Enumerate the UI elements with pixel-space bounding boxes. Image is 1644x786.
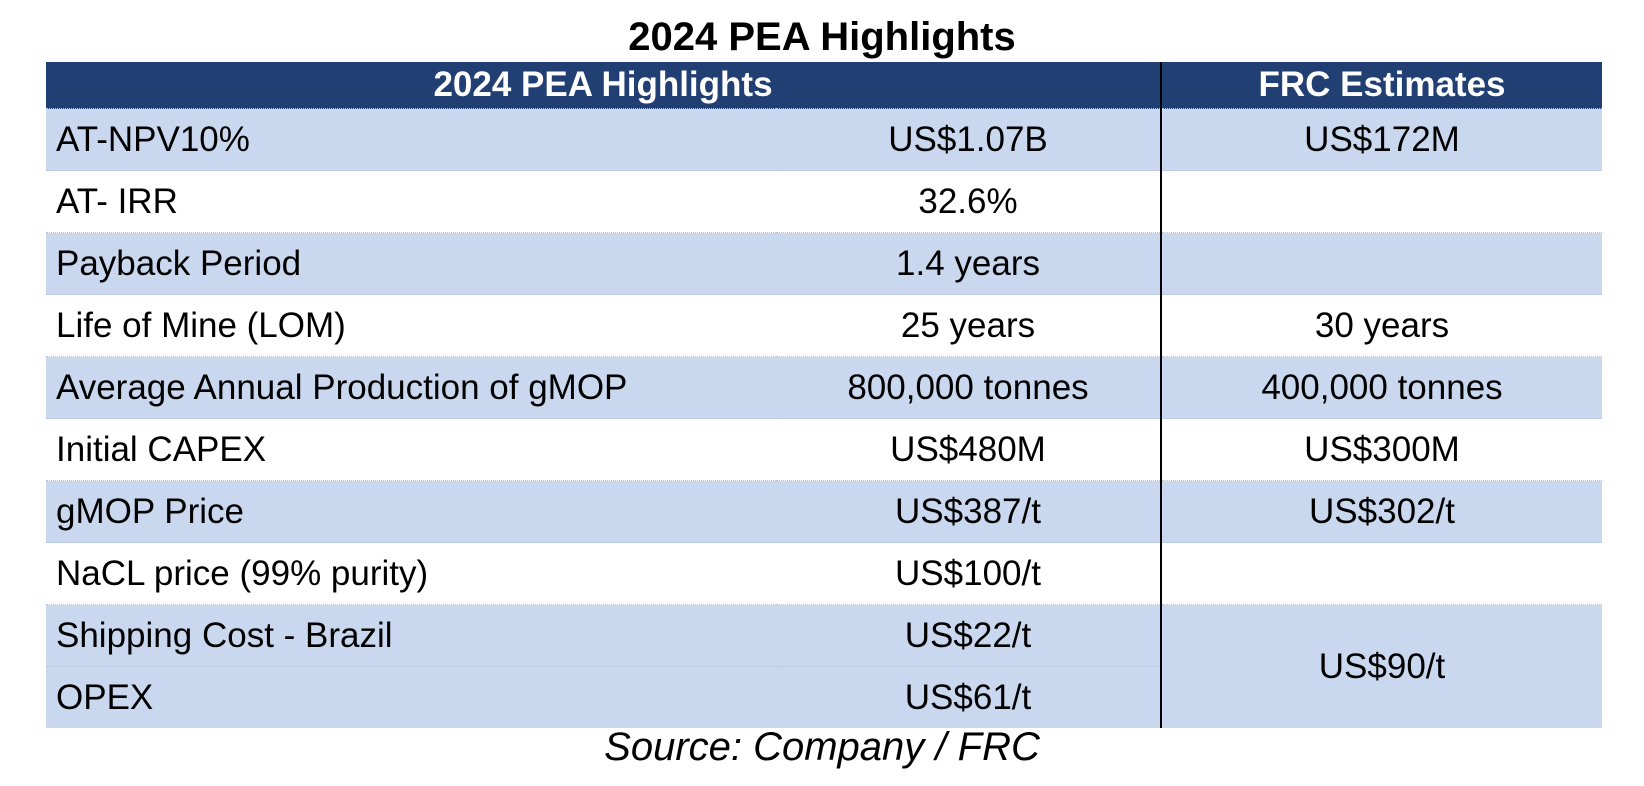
table-header-row: 2024 PEA Highlights FRC Estimates — [46, 62, 1602, 109]
table-row: gMOP Price US$387/t US$302/t — [46, 480, 1602, 543]
frc-value: US$172M — [1160, 108, 1602, 171]
frc-value: 30 years — [1160, 294, 1602, 357]
table-row: NaCL price (99% purity) US$100/t — [46, 542, 1602, 605]
pea-highlights-table: 2024 PEA Highlights FRC Estimates AT-NPV… — [46, 62, 1602, 728]
frc-value — [1160, 232, 1602, 295]
pea-value: US$61/t — [776, 666, 1161, 728]
pea-value: 25 years — [776, 294, 1161, 357]
row-label: AT-NPV10% — [46, 108, 776, 171]
pea-value: US$480M — [776, 418, 1161, 481]
page-title: 2024 PEA Highlights — [628, 15, 1016, 59]
frc-value — [1160, 170, 1602, 233]
frc-value: US$300M — [1160, 418, 1602, 481]
pea-value: 32.6% — [776, 170, 1161, 233]
row-label: gMOP Price — [46, 480, 776, 543]
frc-value: 400,000 tonnes — [1160, 356, 1602, 419]
pea-value: 800,000 tonnes — [776, 356, 1161, 419]
source-note: Source: Company / FRC — [604, 725, 1040, 769]
table-row: Initial CAPEX US$480M US$300M — [46, 418, 1602, 481]
pea-value: US$22/t — [776, 604, 1161, 667]
pea-highlights-table-container: 2024 PEA Highlights FRC Estimates AT-NPV… — [46, 62, 1602, 728]
table-row: Average Annual Production of gMOP 800,00… — [46, 356, 1602, 419]
row-label: Initial CAPEX — [46, 418, 776, 481]
row-label: OPEX — [46, 666, 776, 728]
row-label: Payback Period — [46, 232, 776, 295]
table-row: Payback Period 1.4 years — [46, 232, 1602, 295]
row-label: Shipping Cost - Brazil — [46, 604, 776, 667]
pea-value: 1.4 years — [776, 232, 1161, 295]
pea-value: US$387/t — [776, 480, 1161, 543]
row-label: Life of Mine (LOM) — [46, 294, 776, 357]
header-pea-highlights: 2024 PEA Highlights — [46, 62, 1161, 109]
pea-value: US$100/t — [776, 542, 1161, 605]
table-row: AT- IRR 32.6% — [46, 170, 1602, 233]
row-label: Average Annual Production of gMOP — [46, 356, 776, 419]
frc-value: US$302/t — [1160, 480, 1602, 543]
header-frc-estimates: FRC Estimates — [1160, 62, 1602, 109]
table-row: Life of Mine (LOM) 25 years 30 years — [46, 294, 1602, 357]
frc-value: US$90/t — [1160, 604, 1602, 728]
table-row: OPEX US$61/t — [46, 666, 1602, 728]
table-row: Shipping Cost - Brazil US$22/t US$90/t — [46, 604, 1602, 728]
row-label: AT- IRR — [46, 170, 776, 233]
row-label: NaCL price (99% purity) — [46, 542, 776, 605]
table-row: AT-NPV10% US$1.07B US$172M — [46, 108, 1602, 171]
frc-value — [1160, 542, 1602, 605]
pea-value: US$1.07B — [776, 108, 1161, 171]
